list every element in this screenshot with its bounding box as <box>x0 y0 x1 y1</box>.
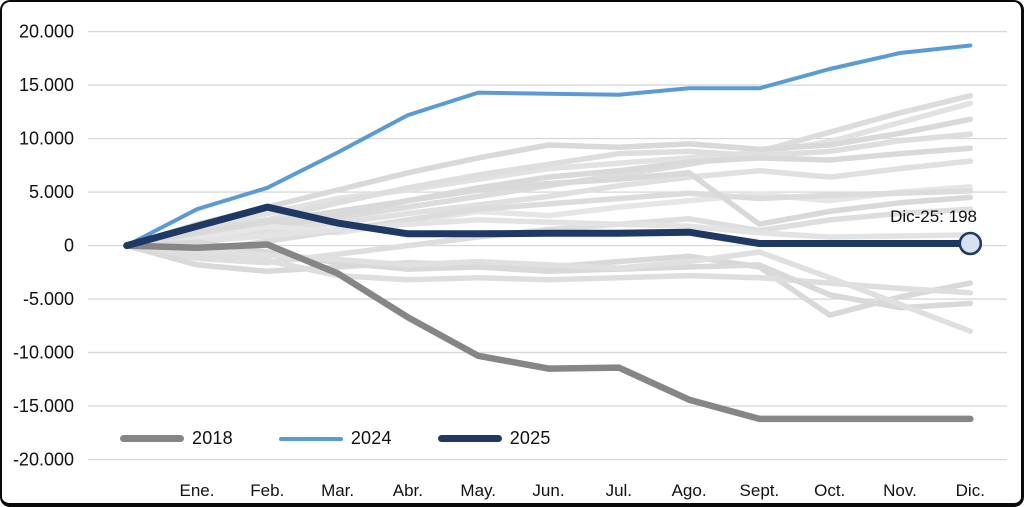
x-tick-label: Jun. <box>532 481 564 500</box>
y-tick-label: 5.000 <box>29 182 74 202</box>
legend-item-2018: 2018 <box>120 428 233 449</box>
x-tick-label: Ene. <box>180 481 215 500</box>
y-tick-label: -20.000 <box>13 450 74 470</box>
legend-swatch-2024 <box>278 436 343 441</box>
legend-label-2025: 2025 <box>509 428 551 448</box>
series-line-2018 <box>123 241 974 423</box>
x-tick-label: Feb. <box>250 481 284 500</box>
background-year-line-5 <box>123 158 974 249</box>
y-tick-label: -10.000 <box>13 343 74 363</box>
x-tick-label: Dic. <box>956 481 985 500</box>
x-tick-label: Ago. <box>672 481 707 500</box>
y-tick-label: -15.000 <box>13 396 74 416</box>
x-tick-label: Sept. <box>740 481 780 500</box>
background-year-line-10 <box>123 217 974 249</box>
series-line-2025 <box>123 203 974 250</box>
y-tick-label: 15.000 <box>19 75 74 95</box>
x-tick-label: Oct. <box>814 481 845 500</box>
x-tick-label: Mar. <box>321 481 354 500</box>
background-year-line-14 <box>123 242 974 334</box>
x-tick-label: Jul. <box>606 481 632 500</box>
y-tick-label: 10.000 <box>19 129 74 149</box>
legend-label-2024: 2024 <box>350 428 392 448</box>
legend-item-2024: 2024 <box>278 428 392 449</box>
background-year-line-8 <box>123 170 974 249</box>
x-tick-label: Nov. <box>883 481 917 500</box>
series-line-2024 <box>124 43 973 248</box>
y-tick-label: -5.000 <box>23 289 74 309</box>
y-tick-label: 0 <box>64 236 74 256</box>
legend-swatch-2018 <box>120 435 184 442</box>
background-year-line-12 <box>123 242 974 296</box>
x-tick-label: Abr. <box>393 481 423 500</box>
legend-item-2025: 2025 <box>437 428 551 449</box>
x-tick-label: May. <box>460 481 496 500</box>
background-year-line-1 <box>123 100 974 249</box>
legend: 2018 2024 2025 <box>120 428 551 449</box>
end-point-marker <box>958 231 983 256</box>
background-year-line-13 <box>123 239 974 311</box>
data-point-label-dic25: Dic-25: 198 <box>890 207 977 226</box>
y-tick-label: 20.000 <box>19 22 74 42</box>
legend-label-2018: 2018 <box>192 428 233 448</box>
legend-swatch-2025 <box>437 435 502 442</box>
background-year-line-6 <box>123 184 974 249</box>
